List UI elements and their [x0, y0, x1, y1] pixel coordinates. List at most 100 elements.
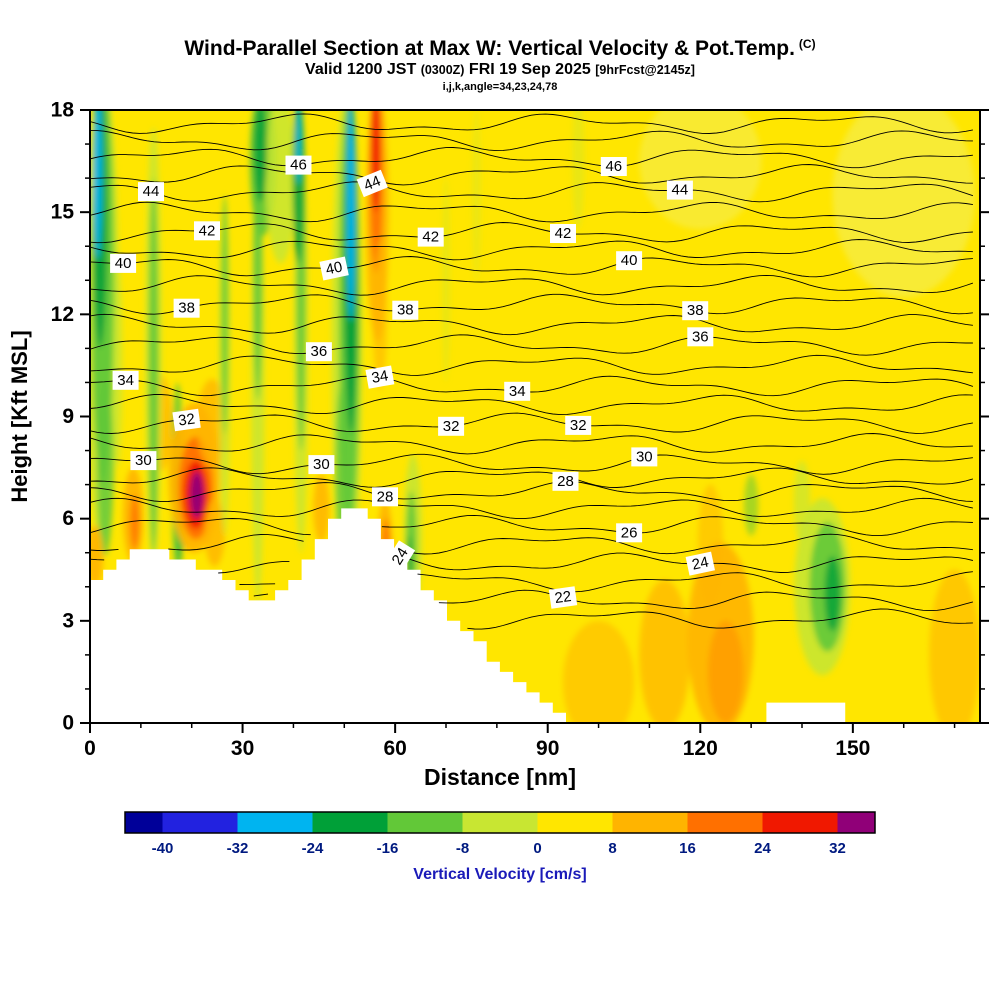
velocity-anomaly — [372, 239, 388, 390]
isentrope-label: 34 — [365, 365, 395, 389]
isentrope-label: 32 — [172, 408, 201, 432]
colorbar-tick-label: -32 — [227, 840, 249, 857]
velocity-anomaly — [93, 110, 103, 260]
isentrope-line — [253, 589, 974, 612]
isentrope-label: 42 — [417, 227, 444, 247]
chart-title: Wind-Parallel Section at Max W: Vertical… — [0, 33, 1000, 60]
chart-subtitle: Valid 1200 JST (0300Z) FRI 19 Sep 2025 [… — [0, 60, 1000, 80]
isentrope-label: 40 — [319, 256, 349, 281]
velocity-anomaly — [221, 195, 229, 434]
isentrope-label: 32 — [438, 416, 465, 436]
x-tick-label: 30 — [231, 737, 254, 760]
chart-title-unit: (C) — [798, 37, 816, 51]
velocity-anomaly — [190, 471, 204, 518]
colorbar-segment — [837, 812, 875, 833]
isentrope-label: 30 — [130, 451, 157, 471]
isentrope-line — [467, 608, 973, 630]
y-tick-label: 6 — [62, 507, 74, 530]
isentrope-label: 26 — [616, 523, 643, 543]
isentrope-label: 38 — [682, 301, 709, 321]
isentrope-label: 46 — [600, 157, 627, 176]
velocity-anomaly — [97, 379, 114, 557]
isentrope-label: 34 — [112, 370, 139, 390]
colorbar-segment — [762, 812, 838, 833]
isentrope-line — [90, 467, 974, 488]
velocity-anomaly — [929, 569, 980, 723]
isentrope-line — [90, 130, 973, 152]
isentrope-line — [90, 412, 973, 434]
x-axis: 0 30 60 90 120 150 Distance [nm] — [84, 723, 956, 790]
isentrope-line — [90, 375, 974, 397]
isentrope-lines — [90, 113, 974, 630]
svg-text:38: 38 — [178, 300, 195, 317]
isentrope-label: 36 — [305, 342, 332, 362]
svg-text:46: 46 — [290, 157, 307, 174]
chart-annotation: i,j,k,angle=34,23,24,78 — [442, 81, 558, 93]
isentrope-line — [90, 181, 974, 203]
colorbar-segment — [387, 812, 463, 833]
isentrope-label: 34 — [504, 381, 531, 401]
isentrope-line — [90, 354, 973, 376]
svg-text:30: 30 — [313, 456, 330, 473]
svg-text:28: 28 — [557, 473, 574, 490]
isentrope-label: 28 — [372, 487, 398, 507]
subtitle-zulu: (0300Z) — [420, 63, 465, 77]
colorbar-tick-label: -40 — [152, 840, 174, 857]
isentrope-label: 46 — [285, 155, 312, 175]
colorbar-segment — [612, 812, 688, 833]
velocity-anomaly — [346, 110, 355, 322]
svg-text:40: 40 — [115, 255, 132, 272]
isentrope-line — [90, 433, 973, 455]
isentrope-label: 38 — [173, 298, 200, 318]
isentrope-label: 22 — [548, 586, 578, 609]
colorbar-tick-label: 24 — [754, 840, 771, 857]
svg-text:42: 42 — [199, 222, 216, 239]
isentrope-label: 44 — [666, 180, 693, 200]
svg-text:24: 24 — [690, 554, 710, 574]
svg-text:46: 46 — [605, 158, 622, 175]
y-tick-label: 9 — [62, 405, 74, 428]
isentrope-line — [90, 313, 973, 336]
x-axis-title: Distance [nm] — [424, 764, 576, 790]
y-tick-label: 3 — [62, 609, 74, 632]
x-tick-label: 150 — [835, 737, 870, 760]
isentrope-line — [90, 293, 973, 315]
y-tick-label: 15 — [51, 201, 75, 224]
y-tick-label: 0 — [62, 712, 74, 735]
isentrope-label: 36 — [687, 327, 714, 347]
svg-text:34: 34 — [509, 383, 526, 400]
colorbar-tick-label: 16 — [679, 840, 696, 857]
isentrope-line — [90, 147, 973, 169]
colorbar-tick-label: 0 — [533, 840, 541, 857]
isentrope-line — [90, 164, 973, 186]
svg-text:42: 42 — [422, 229, 439, 246]
svg-text:42: 42 — [555, 225, 572, 242]
svg-text:44: 44 — [143, 183, 160, 200]
velocity-anomaly — [253, 110, 267, 202]
velocity-anomaly — [824, 556, 841, 632]
isentrope-line — [90, 394, 973, 416]
svg-text:22: 22 — [554, 588, 573, 607]
velocity-anomaly — [148, 178, 159, 553]
isentrope-line — [90, 497, 974, 520]
isentrope-line — [90, 239, 973, 261]
velocity-anomaly — [793, 460, 811, 543]
velocity-anomaly — [639, 579, 691, 723]
colorbar-title: Vertical Velocity [cm/s] — [413, 866, 586, 883]
svg-text:36: 36 — [311, 343, 328, 360]
terrain-silhouette — [90, 508, 579, 723]
isentrope-line — [90, 453, 973, 475]
svg-text:36: 36 — [692, 328, 709, 345]
chart-title-text: Wind-Parallel Section at Max W: Vertical… — [184, 37, 795, 60]
colorbar-tick-label: -8 — [456, 840, 469, 857]
velocity-anomaly — [639, 110, 762, 230]
svg-text:44: 44 — [361, 172, 383, 194]
svg-text:34: 34 — [117, 372, 134, 389]
isentrope-label: 24 — [685, 551, 715, 576]
velocity-anomaly — [90, 525, 104, 587]
isentrope-line — [90, 334, 973, 356]
isentrope-line — [90, 480, 973, 503]
velocity-anomaly — [313, 474, 330, 543]
